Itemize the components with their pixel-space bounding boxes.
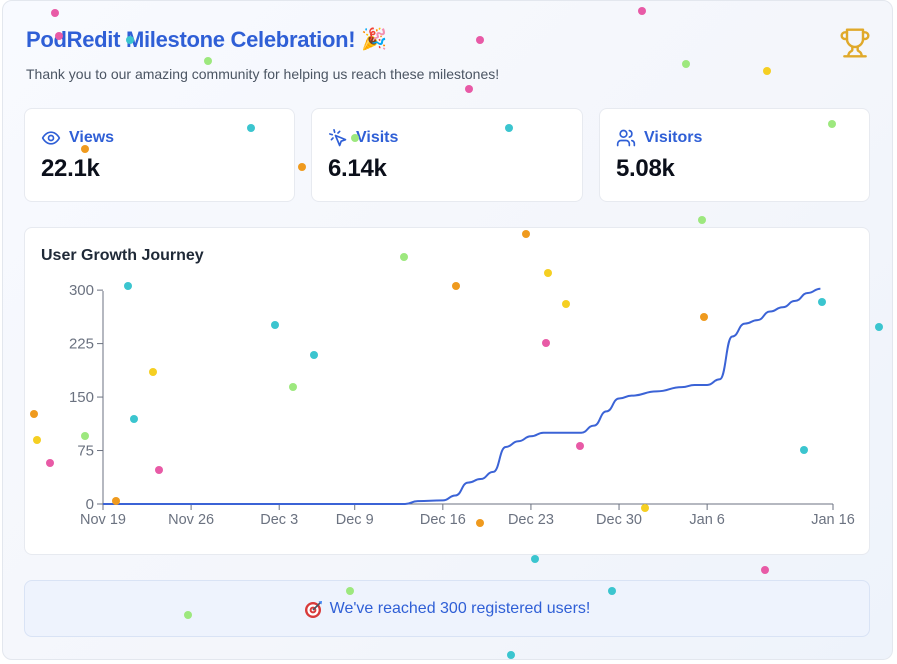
page-title: PodRedit Milestone Celebration! 🎉 [26, 27, 387, 53]
cursor-click-icon [329, 129, 347, 147]
party-popper-icon: 🎉 [361, 28, 388, 51]
y-tick-label: 75 [77, 443, 94, 460]
chart-title: User Growth Journey [41, 247, 204, 264]
y-tick-label: 225 [69, 336, 94, 353]
x-tick-label: Dec 3 [260, 512, 298, 528]
stat-card-visitors: Visitors 5.08k [599, 108, 870, 202]
banner-text: We've reached 300 registered users! [329, 599, 591, 617]
page-title-text: PodRedit Milestone Celebration! [26, 27, 356, 52]
stat-value: 22.1k [41, 155, 100, 182]
x-tick-label: Dec 9 [336, 512, 374, 528]
trophy-icon [840, 28, 870, 58]
stat-label: Visits [356, 129, 399, 146]
x-tick-label: Dec 30 [596, 512, 642, 528]
target-icon [304, 600, 322, 618]
x-tick-label: Jan 6 [689, 512, 724, 528]
x-tick-label: Dec 23 [508, 512, 554, 528]
stat-card-visits: Visits 6.14k [311, 108, 583, 202]
chart-card: User Growth Journey 0 75 150 225 300 Nov 19 No… [24, 227, 870, 555]
stat-value: 5.08k [616, 155, 675, 182]
user-growth-chart: 0 75 150 225 300 Nov 19 Nov 26 Dec 3 Dec 9 Dec 16… [69, 282, 855, 528]
series-line-users [103, 287, 821, 506]
page-subtitle: Thank you to our amazing community for h… [26, 66, 500, 82]
y-tick-label: 0 [86, 496, 94, 513]
milestone-banner: We've reached 300 registered users! [24, 580, 870, 637]
users-icon [616, 129, 636, 147]
y-tick-label: 300 [69, 282, 94, 299]
x-tick-label: Nov 19 [80, 512, 126, 528]
x-tick-label: Jan 16 [811, 512, 855, 528]
x-tick-label: Dec 16 [420, 512, 466, 528]
stat-value: 6.14k [328, 155, 387, 182]
stat-label: Views [69, 129, 115, 146]
eye-icon [41, 131, 61, 145]
stat-label: Visitors [644, 129, 703, 146]
stat-card-views: Views 22.1k [24, 108, 295, 202]
y-tick-label: 150 [69, 389, 94, 406]
x-tick-label: Nov 26 [168, 512, 214, 528]
